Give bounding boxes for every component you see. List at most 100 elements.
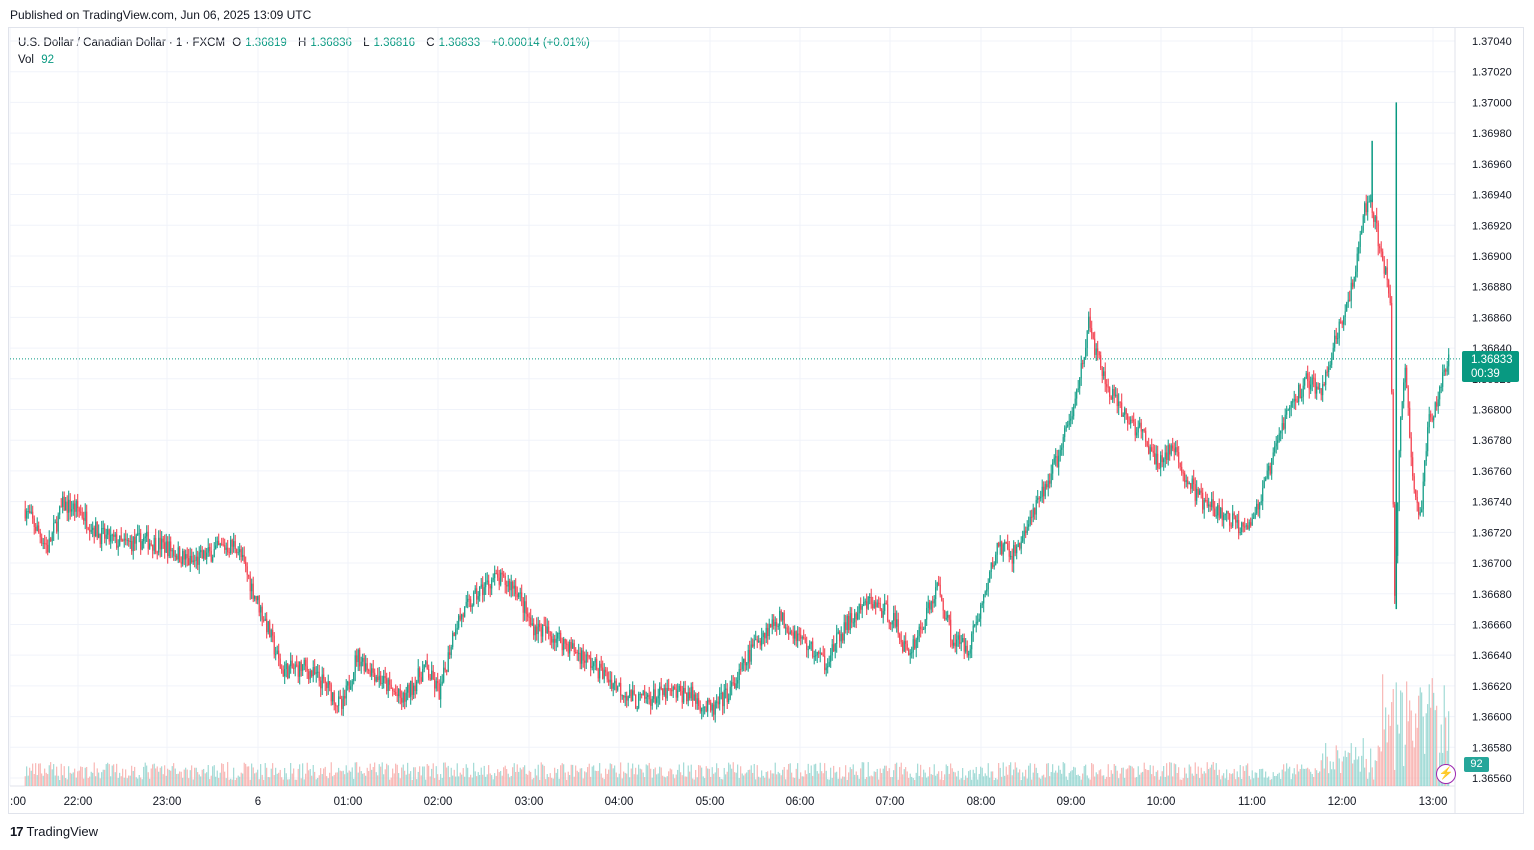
candle-body bbox=[56, 521, 58, 532]
volume-bar bbox=[419, 766, 421, 786]
volume-bar bbox=[657, 773, 659, 786]
volume-bar bbox=[980, 766, 982, 786]
candle-body bbox=[945, 617, 947, 620]
volume-bar bbox=[1385, 707, 1387, 786]
candle-body bbox=[1004, 541, 1006, 545]
volume-bar bbox=[696, 777, 698, 786]
volume-bar bbox=[858, 778, 860, 786]
volume-bar bbox=[953, 771, 955, 786]
volume-bar bbox=[876, 768, 878, 786]
symbol-description[interactable]: U.S. Dollar / Canadian Dollar · 1 · FXCM bbox=[18, 37, 226, 49]
volume-bar bbox=[1443, 685, 1445, 786]
candle-body bbox=[795, 631, 797, 641]
volume-bar bbox=[381, 762, 383, 786]
candle-body bbox=[135, 535, 137, 544]
candle-body bbox=[734, 682, 736, 689]
candle-body bbox=[432, 670, 434, 680]
candle-body bbox=[162, 538, 164, 543]
candle-body bbox=[639, 693, 641, 695]
candle-body bbox=[1001, 541, 1003, 555]
candle-body bbox=[225, 547, 227, 550]
candle-body bbox=[80, 511, 82, 513]
candle-body bbox=[1034, 508, 1036, 515]
volume-bar bbox=[402, 764, 404, 786]
candle-body bbox=[1026, 526, 1028, 534]
volume-bar bbox=[566, 779, 568, 786]
volume-bar bbox=[570, 764, 572, 786]
candle-body bbox=[1010, 555, 1012, 557]
candle-body bbox=[200, 550, 202, 553]
volume-bar bbox=[93, 762, 95, 786]
candle-body bbox=[1002, 544, 1004, 555]
candle-body bbox=[1103, 371, 1105, 376]
volume-bar bbox=[1325, 743, 1327, 786]
volume-label[interactable]: Vol bbox=[18, 54, 34, 66]
candle-body bbox=[1110, 396, 1112, 400]
legend-change: +0.00014 (+0.01%) bbox=[491, 37, 590, 49]
candle-body bbox=[129, 540, 131, 542]
price-tick-label: 1.36620 bbox=[1472, 681, 1512, 693]
volume-bar bbox=[729, 764, 731, 786]
candle-body bbox=[1271, 458, 1273, 474]
candle-body bbox=[1146, 441, 1148, 447]
candle-body bbox=[963, 638, 965, 652]
volume-bar bbox=[605, 768, 607, 786]
volume-bar bbox=[695, 769, 697, 786]
candle-body bbox=[681, 691, 683, 703]
candle-body bbox=[1178, 452, 1180, 463]
candle-body bbox=[210, 550, 212, 562]
candle-body bbox=[1233, 513, 1235, 516]
candle-body bbox=[1247, 525, 1249, 530]
candle-body bbox=[126, 540, 128, 542]
volume-bar bbox=[503, 767, 505, 786]
candle-body bbox=[1439, 386, 1441, 400]
candle-body bbox=[342, 695, 344, 709]
volume-bar bbox=[492, 779, 494, 786]
candle-body bbox=[1274, 446, 1276, 453]
candle-body bbox=[965, 645, 967, 652]
candle-body bbox=[507, 580, 509, 587]
candle-body bbox=[615, 680, 617, 691]
volume-bar bbox=[407, 762, 409, 786]
volume-bar bbox=[387, 765, 389, 786]
candle-body bbox=[1104, 371, 1106, 385]
candle-body bbox=[1136, 432, 1138, 436]
candle-body bbox=[219, 543, 221, 546]
candle-body bbox=[665, 687, 667, 699]
candle-body bbox=[692, 686, 694, 701]
volume-bar bbox=[557, 768, 559, 786]
volume-bar bbox=[768, 778, 770, 786]
candle-body bbox=[603, 669, 605, 679]
price-tick-label: 1.36880 bbox=[1472, 282, 1512, 294]
volume-bar bbox=[1071, 770, 1073, 786]
candle-body bbox=[504, 576, 506, 585]
volume-bar bbox=[203, 768, 205, 786]
volume-bar bbox=[1334, 769, 1336, 786]
candle-body bbox=[657, 695, 659, 699]
volume-bar bbox=[384, 769, 386, 786]
volume-bar bbox=[1136, 777, 1138, 786]
footer-brand[interactable]: TradingView bbox=[26, 824, 99, 839]
candle-body bbox=[1116, 394, 1118, 407]
candle-body bbox=[1310, 384, 1312, 390]
volume-bar bbox=[800, 772, 802, 786]
candle-body bbox=[690, 686, 692, 699]
volume-bar bbox=[804, 770, 806, 786]
volume-bar bbox=[1383, 729, 1385, 786]
candle-body bbox=[938, 582, 940, 585]
lightning-icon[interactable]: ⚡ bbox=[1436, 764, 1456, 784]
grid-lines bbox=[9, 28, 1456, 813]
volume-bar bbox=[987, 763, 989, 786]
candle-body bbox=[548, 626, 550, 633]
candle-body bbox=[684, 688, 686, 693]
volume-bar bbox=[281, 777, 283, 786]
volume-bar bbox=[752, 772, 754, 786]
candle-body bbox=[327, 681, 329, 689]
candle-body bbox=[468, 598, 470, 600]
volume-bar bbox=[1257, 777, 1259, 786]
volume-bar bbox=[1176, 772, 1178, 786]
candle-body bbox=[1119, 401, 1121, 403]
candle-body bbox=[1043, 486, 1045, 497]
volume-bar bbox=[546, 774, 548, 786]
